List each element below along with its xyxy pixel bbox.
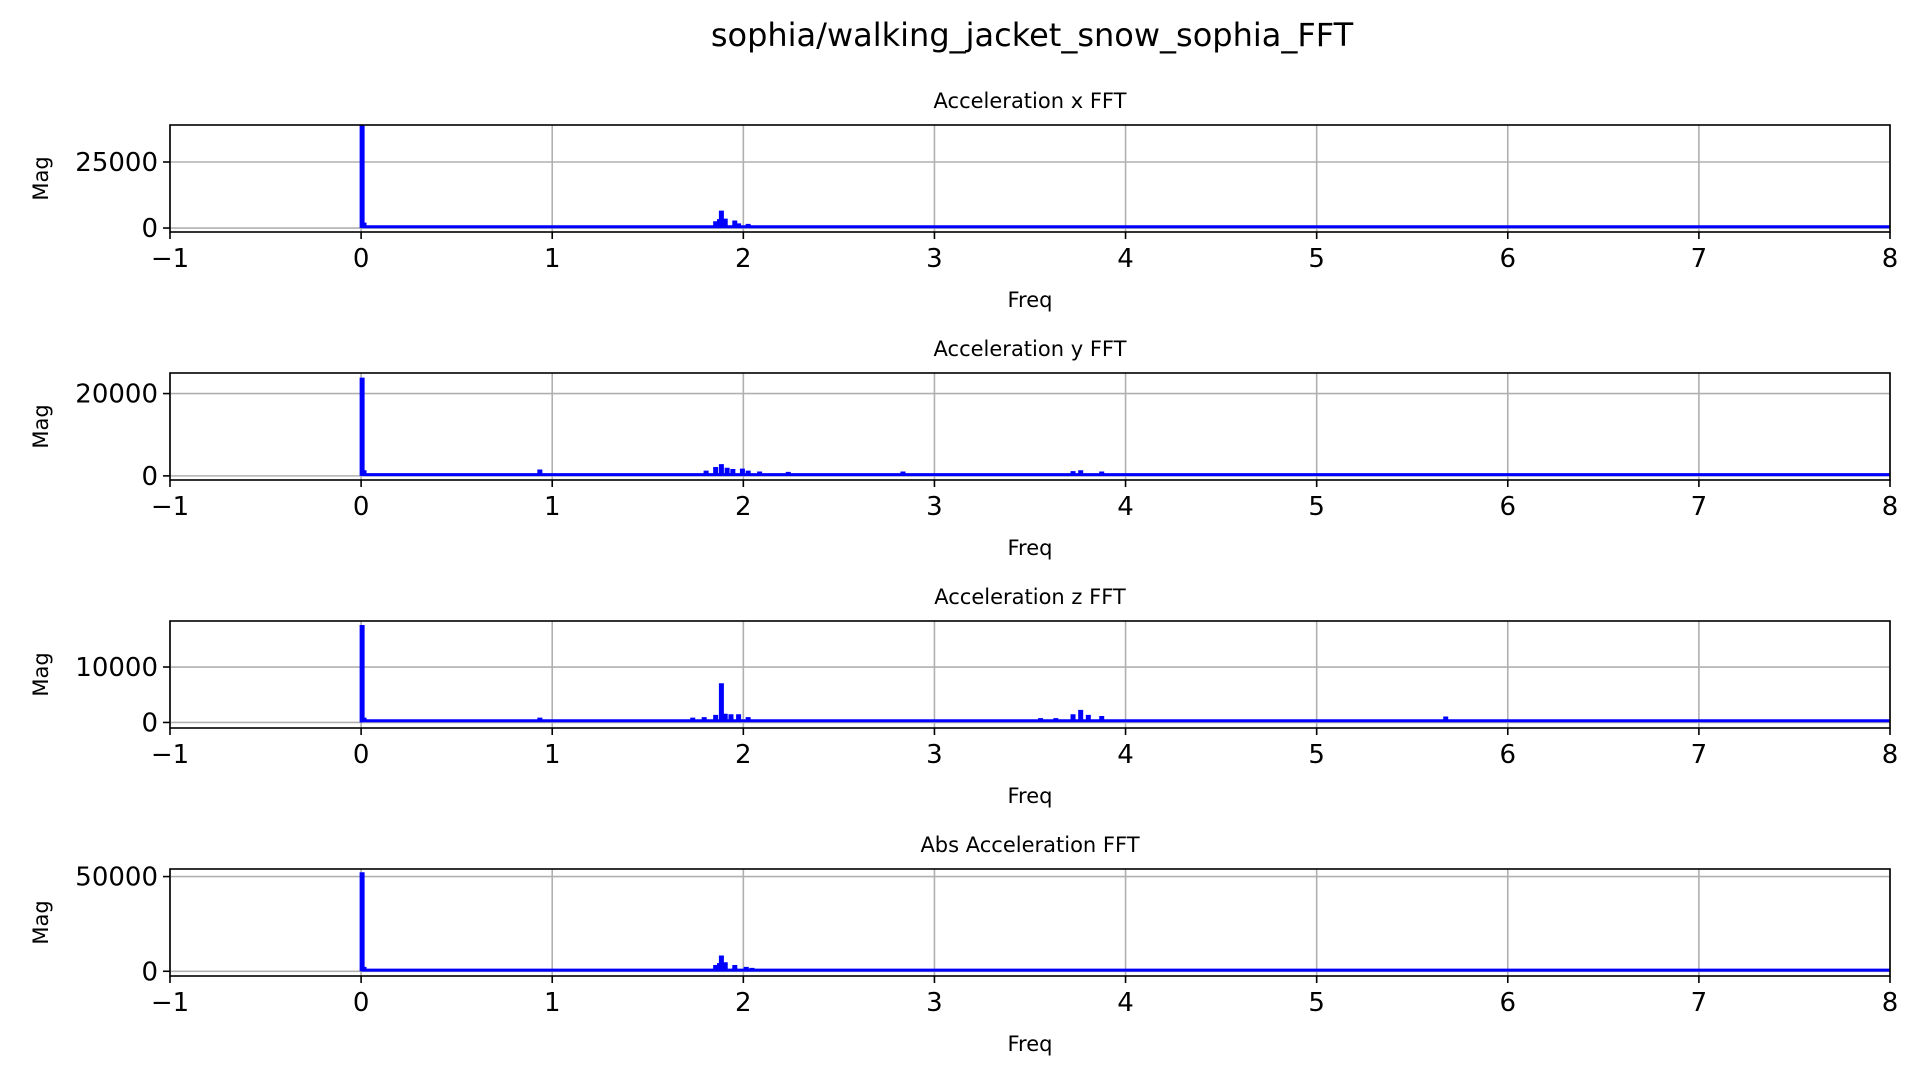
x-tick-label: 3 [926,988,943,1018]
x-tick-label: −1 [151,244,189,274]
x-tick-label: 5 [1308,492,1325,522]
x-axis-label: Freq [1008,536,1053,560]
y-tick-label: 20000 [75,380,158,410]
y-tick-label: 0 [141,708,158,738]
x-tick-label: −1 [151,740,189,770]
y-tick-label: 0 [141,462,158,492]
axes-frame [169,372,1891,481]
x-tick-label: 3 [926,244,943,274]
axes-frame [169,124,1891,233]
series-line [359,124,1890,229]
series-line [359,377,1890,477]
x-tick-label: 4 [1117,740,1134,770]
figure-suptitle: sophia/walking_jacket_snow_sophia_FFT [711,16,1354,54]
x-tick-label: 1 [544,988,561,1018]
x-tick-label: 8 [1882,492,1899,522]
y-axis-label: Mag [29,900,53,944]
y-axis-label: Mag [29,404,53,448]
x-tick-label: −1 [151,492,189,522]
x-tick-label: 7 [1691,740,1708,770]
x-tick-label: 2 [735,244,752,274]
y-axis-label: Mag [29,156,53,200]
x-axis-label: Freq [1008,288,1053,312]
subplot-title: Acceleration y FFT [934,337,1127,361]
x-tick-label: 4 [1117,988,1134,1018]
x-tick-label: 1 [544,740,561,770]
x-tick-label: 5 [1308,988,1325,1018]
subplot-title: Abs Acceleration FFT [920,833,1139,857]
x-tick-label: 2 [735,988,752,1018]
x-tick-label: 0 [353,492,370,522]
x-tick-label: 1 [544,492,561,522]
x-tick-label: 0 [353,988,370,1018]
y-tick-label: 10000 [75,653,158,683]
y-axis-label: Mag [29,652,53,696]
x-tick-label: 7 [1691,244,1708,274]
axes-frame [169,620,1891,729]
y-tick-label: 25000 [75,148,158,178]
series-line [359,872,1890,972]
axes-frame [169,868,1891,977]
y-tick-label: 0 [141,957,158,987]
x-tick-label: 7 [1691,988,1708,1018]
x-tick-label: 8 [1882,740,1899,770]
subplot-title: Acceleration z FFT [934,585,1126,609]
x-tick-label: 3 [926,740,943,770]
x-tick-label: 0 [353,244,370,274]
x-tick-label: 6 [1500,492,1517,522]
x-tick-label: 6 [1500,244,1517,274]
series-line [359,625,1890,723]
y-tick-label: 0 [141,214,158,244]
x-tick-label: 4 [1117,492,1134,522]
x-tick-label: 5 [1308,740,1325,770]
x-tick-label: 6 [1500,740,1517,770]
x-axis-label: Freq [1008,784,1053,808]
x-tick-label: 7 [1691,492,1708,522]
x-tick-label: 8 [1882,988,1899,1018]
y-tick-label: 50000 [75,863,158,893]
subplot-title: Acceleration x FFT [934,89,1127,113]
x-tick-label: 0 [353,740,370,770]
x-tick-label: 2 [735,740,752,770]
x-tick-label: 5 [1308,244,1325,274]
x-tick-label: 6 [1500,988,1517,1018]
x-tick-label: 3 [926,492,943,522]
x-tick-label: 8 [1882,244,1899,274]
x-tick-label: 1 [544,244,561,274]
x-tick-label: 4 [1117,244,1134,274]
x-tick-label: −1 [151,988,189,1018]
x-axis-label: Freq [1008,1032,1053,1056]
x-tick-label: 2 [735,492,752,522]
